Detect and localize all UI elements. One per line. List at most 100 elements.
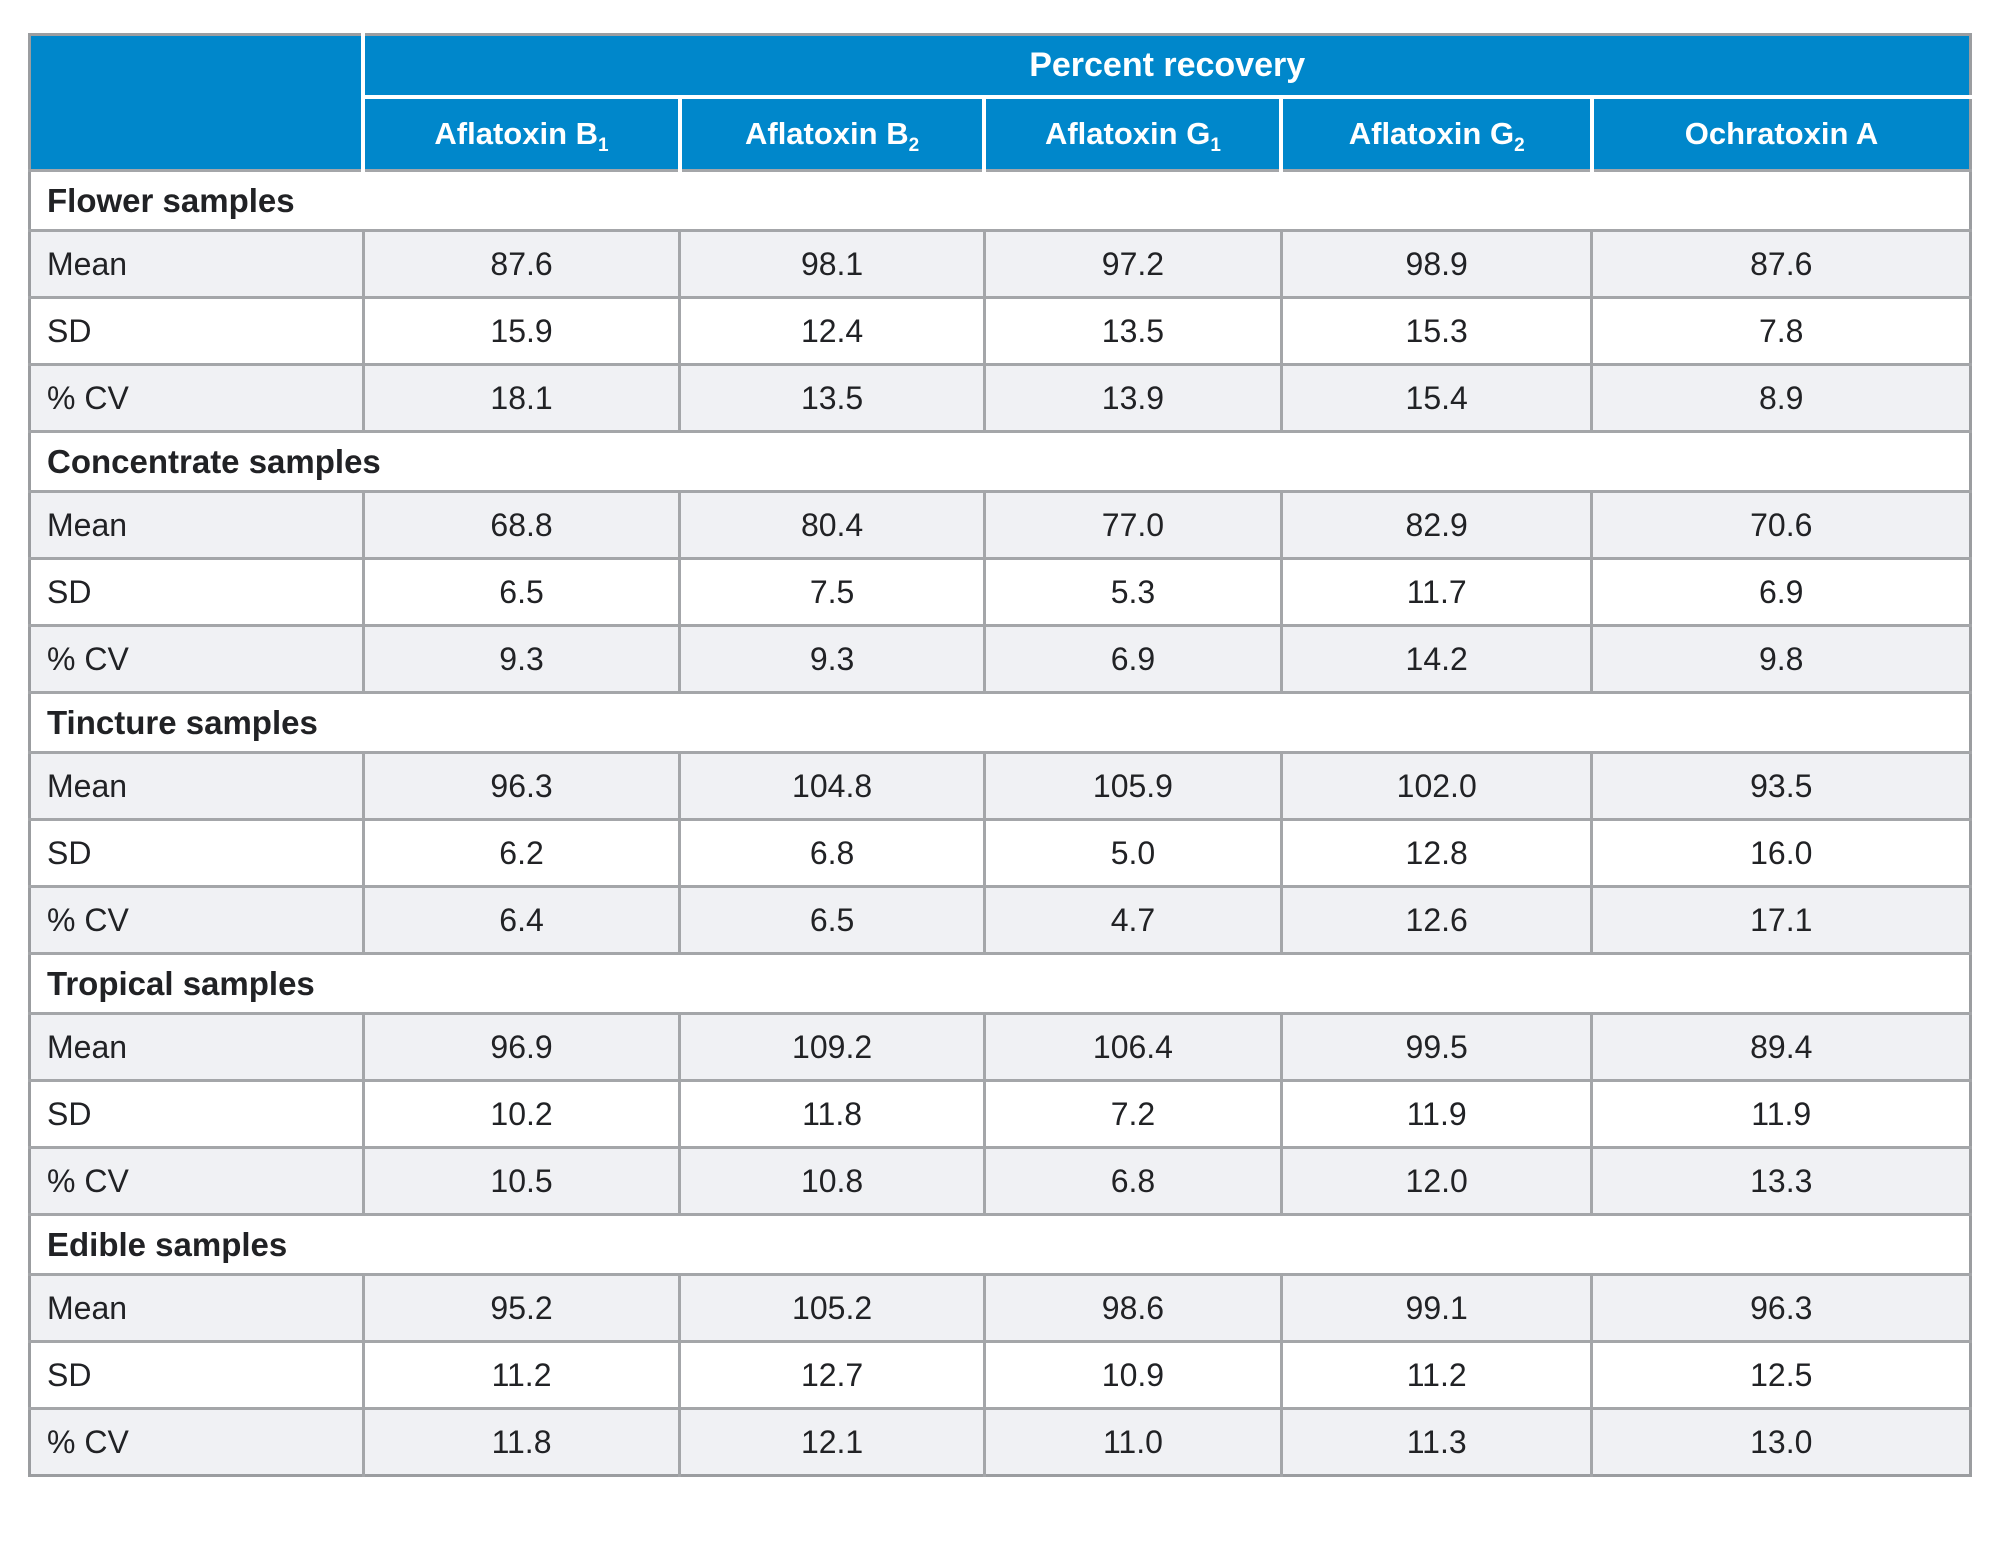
value-cell: 11.8 bbox=[361, 1408, 680, 1476]
value-cell: 80.4 bbox=[678, 491, 985, 559]
table-row: % CV 6.4 6.5 4.7 12.6 17.1 bbox=[29, 886, 1971, 954]
row-label: Mean bbox=[47, 245, 128, 282]
value-cell: 105.9 bbox=[982, 752, 1282, 820]
value-cell: 6.9 bbox=[982, 625, 1282, 693]
table-row: SD 15.9 12.4 13.5 15.3 7.8 bbox=[29, 297, 1971, 365]
section-header-row: Concentrate samples bbox=[29, 431, 1971, 492]
value-cell: 96.9 bbox=[361, 1013, 680, 1081]
section-header-row: Tincture samples bbox=[29, 692, 1971, 753]
value-cell: 7.2 bbox=[982, 1080, 1282, 1148]
recovery-table-container: Percent recovery Aflatoxin B1 Aflatoxin … bbox=[28, 33, 1972, 1477]
value-cell: 12.8 bbox=[1279, 819, 1592, 887]
value-cell: 77.0 bbox=[982, 491, 1282, 559]
section-title: Flower samples bbox=[29, 170, 1971, 231]
value-cell: 11.2 bbox=[361, 1341, 680, 1409]
value-cell: 109.2 bbox=[678, 1013, 985, 1081]
value-cell: 105.2 bbox=[678, 1274, 985, 1342]
value-cell: 104.8 bbox=[678, 752, 985, 820]
table-row: % CV 9.3 9.3 6.9 14.2 9.8 bbox=[29, 625, 1971, 693]
value-cell: 11.9 bbox=[1279, 1080, 1592, 1148]
value-cell: 15.4 bbox=[1279, 364, 1592, 432]
table-row: Mean 68.8 80.4 77.0 82.9 70.6 bbox=[29, 491, 1971, 559]
value-cell: 13.5 bbox=[678, 364, 985, 432]
value-cell: 15.9 bbox=[361, 297, 680, 365]
value-cell: 13.3 bbox=[1590, 1147, 1971, 1215]
value-cell: 6.5 bbox=[678, 886, 985, 954]
stub-header-cell bbox=[29, 34, 364, 171]
row-label: SD bbox=[47, 312, 92, 349]
column-header-row: Aflatoxin B1 Aflatoxin B2 Aflatoxin G1 A… bbox=[30, 96, 1971, 171]
value-cell: 10.2 bbox=[361, 1080, 680, 1148]
value-cell: 5.0 bbox=[982, 819, 1282, 887]
table-row: SD 10.2 11.8 7.2 11.9 11.9 bbox=[29, 1080, 1971, 1148]
row-label: % CV bbox=[47, 901, 129, 938]
table-row: Mean 96.9 109.2 106.4 99.5 89.4 bbox=[29, 1013, 1971, 1081]
section-header-row: Tropical samples bbox=[29, 953, 1971, 1014]
column-header-aflatoxin-g2: Aflatoxin G2 bbox=[1279, 96, 1592, 171]
value-cell: 12.7 bbox=[678, 1341, 985, 1409]
column-header-ochratoxin-a: Ochratoxin A bbox=[1589, 96, 1971, 171]
table-row: % CV 11.8 12.1 11.0 11.3 13.0 bbox=[29, 1408, 1971, 1476]
value-cell: 16.0 bbox=[1590, 819, 1971, 887]
value-cell: 13.9 bbox=[982, 364, 1282, 432]
row-label: % CV bbox=[47, 379, 129, 416]
value-cell: 7.5 bbox=[678, 558, 985, 626]
value-cell: 10.8 bbox=[678, 1147, 985, 1215]
value-cell: 68.8 bbox=[361, 491, 680, 559]
value-cell: 11.0 bbox=[982, 1408, 1282, 1476]
section-title: Tropical samples bbox=[29, 953, 1971, 1014]
value-cell: 96.3 bbox=[361, 752, 680, 820]
row-label: SD bbox=[47, 834, 92, 871]
value-cell: 70.6 bbox=[1590, 491, 1971, 559]
value-cell: 12.1 bbox=[678, 1408, 985, 1476]
value-cell: 102.0 bbox=[1279, 752, 1592, 820]
column-header-aflatoxin-b2: Aflatoxin B2 bbox=[677, 96, 985, 171]
value-cell: 6.8 bbox=[678, 819, 985, 887]
value-cell: 10.5 bbox=[361, 1147, 680, 1215]
column-header-label: Aflatoxin B bbox=[434, 115, 599, 151]
value-cell: 9.3 bbox=[678, 625, 985, 693]
table-row: % CV 10.5 10.8 6.8 12.0 13.3 bbox=[29, 1147, 1971, 1215]
value-cell: 6.4 bbox=[361, 886, 680, 954]
table-body: Flower samples Mean 87.6 98.1 97.2 98.9 87.6 SD… bbox=[29, 170, 1971, 1476]
value-cell: 12.6 bbox=[1279, 886, 1592, 954]
value-cell: 17.1 bbox=[1590, 886, 1971, 954]
row-label: % CV bbox=[47, 1423, 129, 1460]
percent-recovery-table: Percent recovery Aflatoxin B1 Aflatoxin … bbox=[28, 33, 1972, 1477]
value-cell: 8.9 bbox=[1590, 364, 1971, 432]
value-cell: 97.2 bbox=[982, 230, 1282, 298]
column-header-aflatoxin-b1: Aflatoxin B1 bbox=[361, 96, 680, 171]
value-cell: 10.9 bbox=[982, 1341, 1282, 1409]
value-cell: 6.5 bbox=[361, 558, 680, 626]
value-cell: 9.3 bbox=[361, 625, 680, 693]
value-cell: 12.0 bbox=[1279, 1147, 1592, 1215]
row-label: % CV bbox=[47, 1162, 129, 1199]
value-cell: 96.3 bbox=[1590, 1274, 1971, 1342]
value-cell: 13.0 bbox=[1590, 1408, 1971, 1476]
value-cell: 13.5 bbox=[982, 297, 1282, 365]
column-header-aflatoxin-g1: Aflatoxin G1 bbox=[982, 96, 1282, 171]
value-cell: 12.5 bbox=[1590, 1341, 1971, 1409]
section-title: Tincture samples bbox=[29, 692, 1971, 753]
section-header-row: Edible samples bbox=[29, 1214, 1971, 1275]
table-row: Mean 95.2 105.2 98.6 99.1 96.3 bbox=[29, 1274, 1971, 1342]
value-cell: 95.2 bbox=[361, 1274, 680, 1342]
column-header-subscript: 2 bbox=[1514, 134, 1525, 156]
value-cell: 11.3 bbox=[1279, 1408, 1592, 1476]
value-cell: 87.6 bbox=[361, 230, 680, 298]
row-label: SD bbox=[47, 1095, 92, 1132]
value-cell: 82.9 bbox=[1279, 491, 1592, 559]
value-cell: 11.7 bbox=[1279, 558, 1592, 626]
table-row: % CV 18.1 13.5 13.9 15.4 8.9 bbox=[29, 364, 1971, 432]
value-cell: 98.6 bbox=[982, 1274, 1282, 1342]
value-cell: 12.4 bbox=[678, 297, 985, 365]
value-cell: 11.8 bbox=[678, 1080, 985, 1148]
value-cell: 4.7 bbox=[982, 886, 1282, 954]
percent-recovery-title: Percent recovery bbox=[361, 34, 1971, 99]
column-header-subscript: 1 bbox=[598, 134, 609, 156]
table-header: Percent recovery Aflatoxin B1 Aflatoxin … bbox=[29, 34, 1971, 171]
value-cell: 98.1 bbox=[678, 230, 985, 298]
row-label: SD bbox=[47, 573, 92, 610]
table-row: SD 11.2 12.7 10.9 11.2 12.5 bbox=[29, 1341, 1971, 1409]
value-cell: 11.9 bbox=[1590, 1080, 1971, 1148]
